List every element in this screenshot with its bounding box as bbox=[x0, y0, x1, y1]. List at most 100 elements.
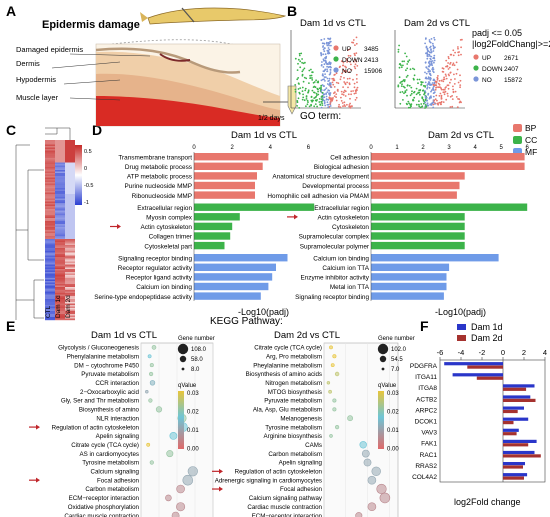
pointer-hypodermis bbox=[63, 79, 121, 85]
heatmap-cell bbox=[55, 252, 65, 255]
volcano-point bbox=[441, 70, 444, 73]
volcano-point bbox=[344, 95, 347, 97]
heatmap-cell bbox=[45, 200, 55, 202]
volcano-point bbox=[424, 104, 427, 106]
kegg-size-legend-dot bbox=[377, 343, 389, 355]
bar bbox=[503, 395, 531, 399]
volcano-point bbox=[436, 86, 438, 88]
volcano-point bbox=[420, 81, 422, 83]
volcano-point bbox=[426, 102, 429, 105]
volcano-point bbox=[401, 83, 403, 86]
kegg-point bbox=[355, 512, 363, 517]
volcano-point bbox=[309, 77, 312, 79]
heatmap-cell bbox=[55, 194, 65, 196]
heatmap-cell bbox=[45, 254, 55, 256]
volcano-point bbox=[451, 105, 454, 108]
volcano-point bbox=[330, 99, 332, 101]
volcano-point bbox=[353, 82, 356, 85]
highlight-arrowhead-icon bbox=[36, 424, 40, 430]
heatmap-cell bbox=[65, 243, 75, 246]
heatmap-cell bbox=[45, 290, 55, 292]
volcano-point bbox=[325, 61, 327, 64]
bar bbox=[476, 376, 504, 380]
heatmap-cell bbox=[55, 149, 65, 151]
volcano-point bbox=[326, 103, 329, 106]
volcano-point bbox=[426, 57, 429, 60]
go-bar bbox=[194, 282, 269, 291]
heatmap-cell bbox=[65, 303, 75, 306]
volcano-point bbox=[353, 86, 356, 89]
heatmap-cell bbox=[65, 314, 75, 316]
heatmap-cell bbox=[45, 230, 55, 232]
heatmap-cell bbox=[65, 315, 75, 318]
heatmap-cell bbox=[45, 308, 55, 310]
volcano-point bbox=[331, 77, 334, 80]
kegg-q-colorbar bbox=[378, 391, 384, 449]
volcano-point bbox=[424, 90, 426, 92]
volcano-point bbox=[427, 70, 430, 73]
heatmap-cell bbox=[65, 179, 75, 181]
volcano-point bbox=[451, 64, 454, 66]
volcano-point bbox=[311, 100, 313, 103]
volcano-point bbox=[354, 59, 357, 61]
heatmap-cell bbox=[55, 158, 65, 160]
heatmap-cell bbox=[65, 200, 75, 202]
volcano-point bbox=[312, 86, 315, 88]
kegg-point bbox=[332, 407, 337, 412]
volcano-point bbox=[326, 91, 329, 93]
heatmap-cell bbox=[55, 147, 65, 150]
epidermis-shape bbox=[95, 47, 241, 74]
volcano-point bbox=[437, 102, 440, 104]
volcano-point bbox=[401, 80, 404, 83]
heatmap-cell bbox=[45, 272, 55, 274]
volcano-point bbox=[322, 74, 324, 77]
heatmap-cell bbox=[45, 233, 55, 235]
volcano-point bbox=[298, 92, 301, 95]
volcano-point bbox=[348, 82, 351, 85]
volcano-point bbox=[429, 103, 432, 106]
volcano-point bbox=[348, 77, 351, 80]
volcano-point bbox=[335, 81, 338, 84]
heatmap-dendrogram bbox=[15, 127, 71, 320]
kegg-pathway-label: Cardiac muscle contraction bbox=[64, 513, 139, 517]
heatmap-cell bbox=[55, 311, 65, 313]
go-tick-label: 4 bbox=[269, 145, 273, 151]
heatmap-cell bbox=[45, 260, 55, 262]
heatmap-cell bbox=[45, 276, 55, 279]
heatmap-cell bbox=[45, 171, 55, 174]
kegg-point bbox=[148, 398, 153, 403]
time-label: 1/2 days bbox=[258, 115, 285, 122]
volcano-point bbox=[298, 54, 301, 57]
heatmap-cell bbox=[65, 188, 75, 190]
volcano-point bbox=[427, 77, 430, 80]
volcano-point bbox=[431, 42, 434, 45]
kegg-point bbox=[146, 442, 151, 447]
go-xlabel: -Log10(padj) bbox=[238, 307, 289, 317]
kegg-point bbox=[165, 494, 172, 502]
heatmap-cell bbox=[45, 306, 55, 309]
volcano-legend-label: DOWN bbox=[482, 66, 503, 73]
volcano-point bbox=[354, 54, 356, 57]
kegg-point bbox=[169, 431, 178, 440]
volcano-point bbox=[429, 45, 432, 48]
volcano-point bbox=[402, 79, 405, 81]
heatmap-cell bbox=[55, 279, 65, 282]
volcano-point bbox=[353, 52, 356, 55]
volcano-point bbox=[347, 49, 349, 51]
heatmap-cell bbox=[55, 305, 65, 307]
volcano-point bbox=[415, 87, 418, 90]
kegg-pathway-label: Biosynthesis of amino acids bbox=[246, 371, 322, 378]
kegg-pathway-label: ECM−receptor interaction bbox=[69, 495, 140, 502]
kegg-point bbox=[326, 381, 331, 385]
volcano-point bbox=[326, 101, 329, 104]
volcano-point bbox=[445, 75, 447, 77]
bar-legend-label: Dam 2d bbox=[471, 333, 503, 343]
heatmap-cell bbox=[55, 284, 65, 286]
volcano-point bbox=[440, 103, 442, 106]
go-bar bbox=[371, 241, 465, 250]
heatmap-cell bbox=[45, 236, 55, 238]
volcano-point bbox=[313, 81, 316, 83]
heatmap-cell bbox=[65, 309, 75, 312]
heatmap-cell bbox=[65, 294, 75, 297]
bar bbox=[503, 454, 541, 458]
